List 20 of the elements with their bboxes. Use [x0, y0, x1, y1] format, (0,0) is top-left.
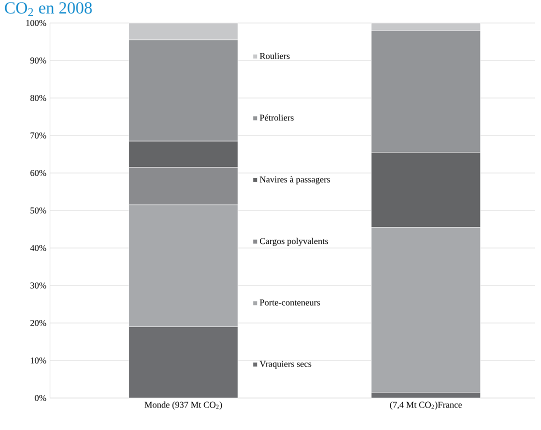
y-tick-label: 50%	[30, 207, 46, 214]
y-tick-label: 10%	[30, 357, 46, 364]
legend-label: Pétroliers	[260, 114, 294, 121]
y-tick-label: 0%	[34, 394, 46, 402]
y-tick-label: 60%	[30, 170, 46, 176]
y-tick-label: 40%	[30, 244, 46, 252]
x-tick-label: Monde (937 Mt CO$_{2}$)	[144, 402, 222, 410]
legend-label: Rouliers	[260, 52, 290, 60]
y-tick-label: 80%	[30, 94, 46, 102]
legend-label: Porte-conteneurs	[260, 300, 320, 306]
y-tick-label: 20%	[30, 320, 46, 326]
y-tick-label: 100%	[26, 20, 46, 26]
legend-label: Vraquiers secs	[260, 360, 312, 369]
legend-label: Cargos polyvalents	[260, 238, 328, 246]
y-tick-label: 90%	[30, 57, 46, 64]
y-tick-label: 70%	[30, 132, 46, 139]
chart-title: CO$_{2}$ en 2008	[4, 2, 92, 16]
x-tick-label: (7,4 Mt CO$_{2}$)France	[390, 402, 462, 410]
legend-label: Navires à passagers	[260, 176, 330, 184]
y-tick-label: 30%	[30, 282, 46, 289]
